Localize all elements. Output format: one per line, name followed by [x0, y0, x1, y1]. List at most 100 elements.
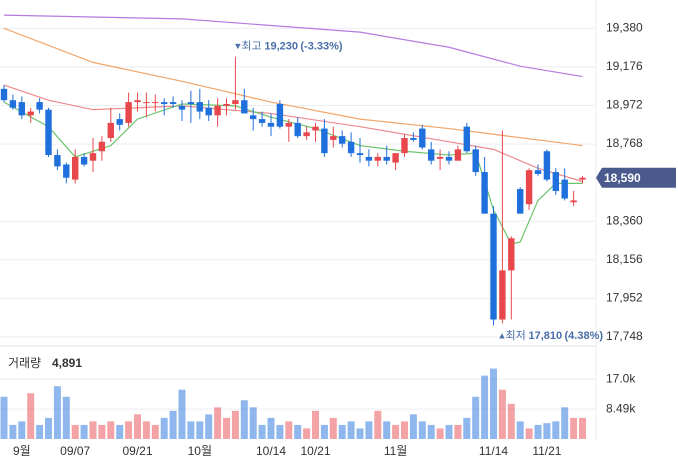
volume-bar — [374, 410, 382, 439]
volume-bar — [9, 424, 17, 439]
candle-body — [169, 102, 177, 104]
volume-bar — [134, 414, 141, 439]
candle-body — [410, 138, 417, 140]
moving-average — [3, 14, 583, 78]
high-change: (-3.33%) — [300, 41, 343, 53]
volume-bar — [240, 400, 248, 439]
candle-body — [187, 102, 195, 104]
volume-bar — [312, 410, 319, 439]
volume-bar — [498, 389, 506, 439]
volume-bar — [267, 417, 275, 439]
x-tick-label: 10/21 — [300, 444, 330, 458]
volume-bar — [142, 421, 150, 439]
candle-body — [561, 179, 568, 199]
low-label: 최저 — [506, 329, 526, 342]
volume-bar — [472, 396, 480, 439]
candle-body — [205, 107, 212, 116]
volume-bar — [552, 421, 560, 439]
volume-bar — [160, 417, 168, 439]
candle-body — [107, 122, 114, 139]
volume-bar — [196, 421, 204, 439]
low-change: (4.38%) — [565, 330, 604, 342]
candle-body — [570, 200, 577, 203]
volume-bar — [107, 421, 115, 439]
candle-body — [347, 141, 355, 154]
candle-body — [383, 156, 390, 161]
x-tick-label: 11월 — [384, 444, 408, 458]
candle-body — [285, 122, 292, 127]
volume-bar — [534, 424, 542, 439]
candle-body — [232, 100, 239, 104]
volume-bar — [62, 396, 70, 439]
candle-body — [543, 151, 551, 180]
volume-bar — [151, 424, 159, 439]
volume-bar — [516, 421, 524, 439]
volume-bar — [347, 421, 355, 439]
volume-bar — [223, 417, 230, 439]
x-tick-label: 10/14 — [256, 444, 286, 458]
candle-body — [63, 164, 70, 178]
candle-body — [428, 149, 435, 161]
volume-bar — [258, 424, 266, 439]
candle-body — [9, 100, 17, 108]
candle-body — [436, 156, 444, 159]
volume-bar — [579, 417, 586, 439]
volume-bar — [454, 424, 462, 439]
volume-bar — [418, 421, 426, 439]
volume-title: 거래량 — [8, 356, 41, 370]
candle-body — [374, 156, 381, 161]
candle-body — [321, 128, 328, 154]
moving-average — [3, 84, 583, 183]
volume-bar — [27, 393, 35, 439]
volume-bar — [427, 424, 435, 439]
candle-body — [525, 170, 533, 205]
candle-body — [223, 103, 230, 106]
candle-body — [356, 153, 364, 156]
candle-body — [392, 153, 399, 163]
low-marker: ▲ — [498, 331, 507, 341]
volume-bar — [329, 417, 337, 439]
candle-body — [499, 270, 506, 320]
candle-body — [312, 126, 319, 131]
volume-bar — [401, 421, 408, 439]
candle-body — [134, 100, 141, 103]
candle-body — [508, 238, 515, 271]
volume-bar — [178, 389, 186, 439]
volume-bar — [71, 424, 79, 439]
price-tag-label: 18,590 — [604, 171, 641, 185]
x-tick-label: 11/14 — [479, 444, 508, 458]
volume-bar — [205, 414, 213, 439]
candle-body — [27, 111, 34, 116]
candle-body — [241, 100, 248, 114]
moving-average — [3, 27, 583, 147]
candle-body — [472, 149, 479, 173]
candle-body — [303, 132, 310, 137]
candle-body — [490, 213, 497, 320]
volume-bar — [392, 424, 400, 439]
x-tick-label: 09/21 — [122, 444, 152, 458]
volume-bar — [276, 424, 284, 439]
low-value: 17,810 — [529, 330, 563, 342]
candle-body — [552, 172, 559, 191]
y-tick-label: 19,380 — [606, 21, 643, 35]
candle-body — [0, 88, 8, 101]
candle-body — [339, 136, 346, 144]
candle-body — [517, 189, 524, 214]
volume-bar — [303, 428, 311, 439]
volume-bar — [53, 386, 61, 439]
high-label: 최고 — [241, 40, 261, 53]
volume-bar — [294, 424, 302, 439]
volume-bar — [507, 403, 515, 439]
candle-body — [125, 102, 132, 123]
y-tick-label: 8.49k — [606, 401, 636, 415]
volume-bar — [36, 424, 44, 439]
volume-bar — [285, 421, 293, 439]
candle-body — [250, 115, 257, 120]
volume-bar — [18, 421, 26, 439]
x-tick-label: 9월 — [13, 444, 31, 458]
volume-bar — [45, 417, 52, 439]
price-tag — [596, 167, 676, 188]
volume-bar — [169, 410, 177, 439]
high-marker: ▼ — [233, 41, 242, 51]
